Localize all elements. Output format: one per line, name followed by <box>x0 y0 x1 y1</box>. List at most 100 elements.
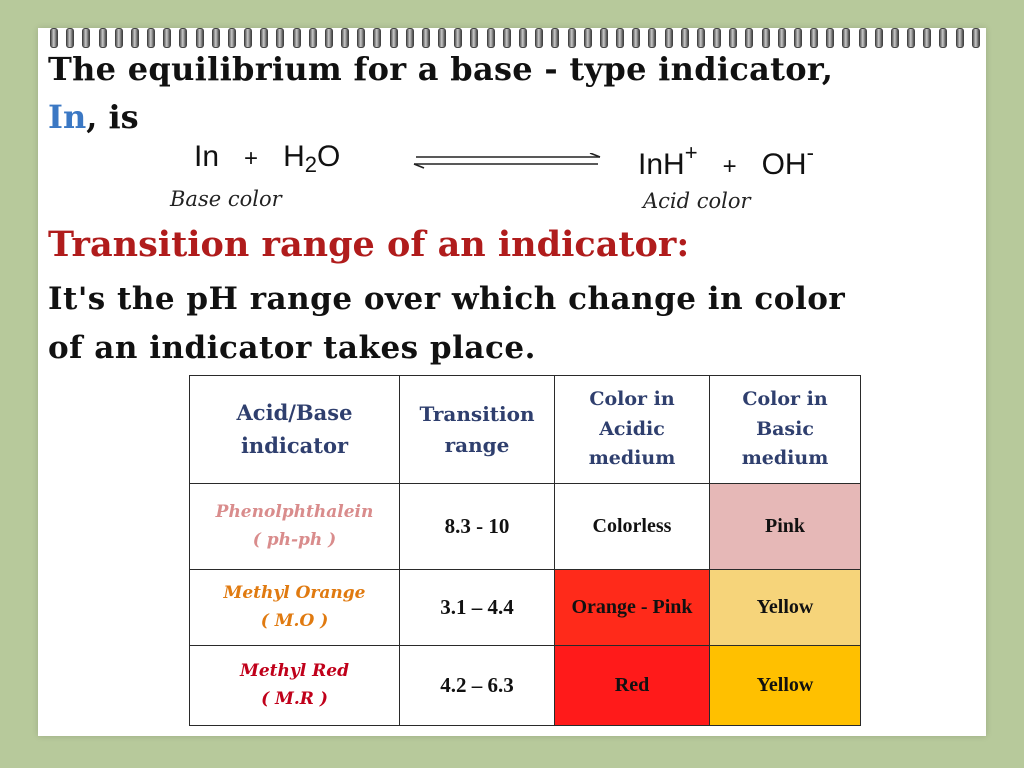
water-h: H <box>283 140 305 173</box>
spiral-ring-icon <box>632 28 641 48</box>
definition-line-2: of an indicator takes place. <box>48 330 536 366</box>
spiral-ring-icon <box>454 28 463 48</box>
spiral-ring-icon <box>890 28 899 48</box>
indicator-name-cell: Methyl Red ( M.R ) <box>189 645 400 726</box>
intro-line-2: In, is <box>48 98 139 136</box>
spiral-ring-icon <box>518 28 527 48</box>
spiral-ring-icon <box>389 28 398 48</box>
spiral-ring-icon <box>421 28 430 48</box>
indicator-name: Methyl Orange <box>223 583 366 604</box>
basic-color-cell: Pink <box>709 483 861 570</box>
spiral-ring-icon <box>50 28 58 48</box>
indicator-name-cell: Methyl Orange ( M.O ) <box>189 569 400 646</box>
intro-line-1: The equilibrium for a base - type indica… <box>48 50 834 88</box>
spiral-ring-icon <box>567 28 576 48</box>
header-acid-base: Acid/Base indicator <box>189 375 400 484</box>
header-acidic: Color in Acidic medium <box>554 375 710 484</box>
spiral-ring-icon <box>324 28 333 48</box>
header-acidic-line1: Color in <box>589 388 675 411</box>
indicator-abbr: ( ph-ph ) <box>252 529 337 550</box>
spiral-ring-icon <box>470 28 479 48</box>
acid-color-caption: Acid color <box>643 189 751 213</box>
spiral-ring-icon <box>939 28 948 48</box>
indicator-name: Methyl Red <box>240 661 349 682</box>
header-transition: Transition range <box>399 375 555 484</box>
spiral-ring-icon <box>713 28 722 48</box>
spiral-ring-icon <box>114 28 123 48</box>
spiral-ring-icon <box>583 28 592 48</box>
spiral-ring-icon <box>260 28 269 48</box>
spiral-ring-icon <box>341 28 350 48</box>
spiral-ring-icon <box>842 28 851 48</box>
reactant-water: H2O <box>283 140 341 177</box>
spiral-ring-icon <box>696 28 705 48</box>
product-inh: InH <box>638 148 685 181</box>
spiral-ring-icon <box>680 28 689 48</box>
header-acidic-line3: medium <box>588 447 676 470</box>
equilibrium-arrows-icon <box>413 153 601 169</box>
spiral-ring-icon <box>357 28 366 48</box>
spiral-ring-icon <box>664 28 673 48</box>
spiral-ring-icon <box>147 28 156 48</box>
spiral-ring-icon <box>179 28 188 48</box>
spiral-ring-icon <box>535 28 544 48</box>
indicator-table: Acid/Base indicator Transition range Color… <box>189 375 861 726</box>
acidic-color-cell: Red <box>554 645 710 726</box>
product-oh: OH <box>761 148 807 181</box>
spiral-ring-icon <box>793 28 802 48</box>
spiral-ring-icon <box>292 28 301 48</box>
spiral-ring-icon <box>648 28 657 48</box>
header-basic-line3: medium <box>741 447 829 470</box>
table-row: Methyl Red ( M.R ) 4.2 – 6.3 Red Yellow <box>189 645 861 726</box>
spiral-ring-icon <box>438 28 447 48</box>
table-row: Phenolphthalein ( ph-ph ) 8.3 - 10 Colorl… <box>189 483 861 570</box>
reactant-in: In <box>194 140 220 173</box>
header-transition-line1: Transition <box>419 401 535 426</box>
spiral-ring-icon <box>729 28 738 48</box>
indicator-abbr: ( M.R ) <box>261 688 328 709</box>
spiral-ring-icon <box>810 28 819 48</box>
spiral-ring-icon <box>551 28 560 48</box>
intro-line-2-rest: , is <box>86 98 139 136</box>
spiral-ring-icon <box>777 28 786 48</box>
basic-color-cell: Yellow <box>709 569 861 646</box>
header-transition-line2: range <box>444 432 510 457</box>
spiral-ring-icon <box>745 28 754 48</box>
spiral-ring-icon <box>98 28 107 48</box>
spiral-ring-icon <box>195 28 204 48</box>
header-basic: Color in Basic medium <box>709 375 861 484</box>
product-oh-charge: - <box>806 140 814 165</box>
in-word: In <box>48 98 87 136</box>
basic-color-cell: Yellow <box>709 645 861 726</box>
transition-range-cell: 8.3 - 10 <box>399 483 555 570</box>
spiral-ring-icon <box>66 28 75 48</box>
spiral-ring-icon <box>130 28 139 48</box>
spiral-ring-icon <box>227 28 236 48</box>
equation-products: InH+ + OH- <box>638 140 814 182</box>
water-o: O <box>317 140 341 173</box>
spiral-ring-icon <box>486 28 495 48</box>
spiral-ring-icon <box>211 28 220 48</box>
indicator-name: Phenolphthalein <box>215 502 374 523</box>
spiral-ring-icon <box>616 28 625 48</box>
base-color-caption: Base color <box>170 187 282 211</box>
spiral-ring-icon <box>244 28 253 48</box>
reactant-plus: + <box>244 145 259 172</box>
spiral-ring-icon <box>82 28 91 48</box>
header-acid-base-line1: Acid/Base <box>236 399 353 425</box>
header-acid-base-line2: indicator <box>240 432 349 458</box>
table-row: Methyl Orange ( M.O ) 3.1 – 4.4 Orange - … <box>189 569 861 646</box>
equation-reactants: In + H2O <box>194 140 340 178</box>
spiral-ring-icon <box>955 28 964 48</box>
product-plus: + <box>722 153 737 180</box>
indicator-name-cell: Phenolphthalein ( ph-ph ) <box>189 483 400 570</box>
spiral-ring-icon <box>308 28 317 48</box>
table-header-row: Acid/Base indicator Transition range Color… <box>189 375 861 484</box>
spiral-ring-icon <box>373 28 382 48</box>
spiral-ring-icon <box>826 28 835 48</box>
spiral-ring-icon <box>502 28 511 48</box>
spiral-ring-icon <box>874 28 883 48</box>
transition-range-cell: 3.1 – 4.4 <box>399 569 555 646</box>
product-inh-charge: + <box>684 140 698 165</box>
spiral-ring-icon <box>599 28 608 48</box>
